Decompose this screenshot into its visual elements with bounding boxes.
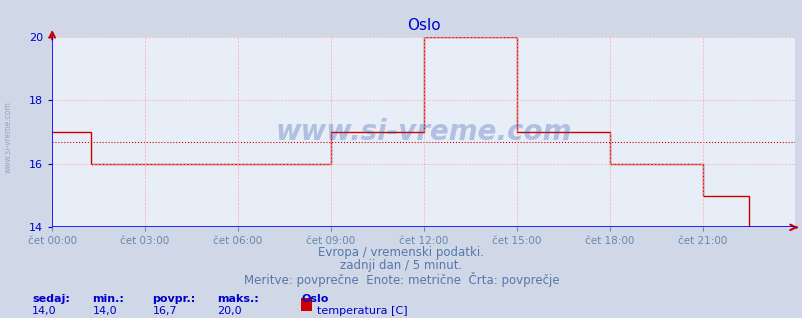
Text: temperatura [C]: temperatura [C] [317, 306, 407, 316]
Text: 14,0: 14,0 [92, 306, 117, 316]
Text: zadnji dan / 5 minut.: zadnji dan / 5 minut. [340, 259, 462, 272]
Text: maks.:: maks.: [217, 294, 258, 304]
Text: 14,0: 14,0 [32, 306, 57, 316]
Text: sedaj:: sedaj: [32, 294, 70, 304]
Text: 20,0: 20,0 [217, 306, 241, 316]
Text: Evropa / vremenski podatki.: Evropa / vremenski podatki. [318, 246, 484, 259]
Text: 16,7: 16,7 [152, 306, 177, 316]
Title: Oslo: Oslo [407, 17, 439, 33]
Text: www.si-vreme.com: www.si-vreme.com [4, 101, 13, 173]
Text: Oslo: Oslo [301, 294, 328, 304]
Text: www.si-vreme.com: www.si-vreme.com [275, 118, 571, 146]
Text: Meritve: povprečne  Enote: metrične  Črta: povprečje: Meritve: povprečne Enote: metrične Črta:… [243, 272, 559, 287]
Text: povpr.:: povpr.: [152, 294, 196, 304]
Text: min.:: min.: [92, 294, 124, 304]
